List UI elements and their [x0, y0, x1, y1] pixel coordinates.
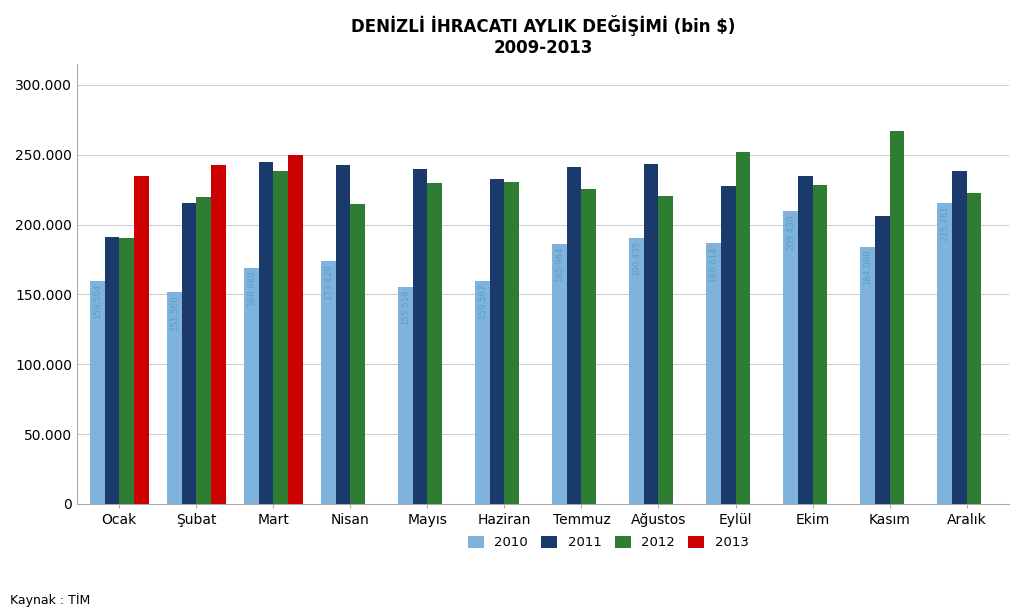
Bar: [721, 185, 735, 504]
Title: DENİZLİ İHRACATI AYLIK DEĞİŞİMİ (bin $)
2009-2013: DENİZLİ İHRACATI AYLIK DEĞİŞİMİ (bin $) …: [351, 15, 735, 57]
Bar: [90, 281, 104, 504]
Text: 241.239: 241.239: [569, 170, 579, 205]
Bar: [413, 169, 427, 504]
Text: 173.820: 173.820: [324, 264, 333, 300]
Bar: [398, 287, 413, 504]
Bar: [322, 261, 336, 504]
Bar: [104, 237, 119, 504]
Bar: [181, 203, 197, 504]
Bar: [119, 238, 134, 504]
Text: 238.340: 238.340: [954, 174, 964, 209]
Text: 190.435: 190.435: [632, 241, 641, 276]
Text: 186.614: 186.614: [709, 246, 718, 282]
Bar: [658, 196, 673, 504]
Text: 238.313: 238.313: [276, 174, 285, 209]
Text: 214.767: 214.767: [353, 207, 362, 242]
Text: 209.430: 209.430: [786, 214, 795, 249]
Text: 266.648: 266.648: [892, 134, 901, 170]
Text: 232.796: 232.796: [493, 182, 502, 217]
Text: 159.504: 159.504: [93, 284, 101, 320]
Bar: [244, 268, 259, 504]
Bar: [735, 152, 751, 504]
Bar: [475, 281, 489, 504]
Bar: [489, 179, 505, 504]
Text: 206.398: 206.398: [878, 218, 887, 254]
Text: 184.080: 184.080: [863, 249, 872, 285]
Bar: [134, 176, 148, 504]
Bar: [211, 165, 225, 504]
Bar: [813, 185, 827, 504]
Bar: [952, 171, 967, 504]
Bar: [937, 203, 952, 504]
Bar: [167, 292, 181, 504]
Text: 159.567: 159.567: [478, 284, 487, 319]
Text: 242.686: 242.686: [214, 168, 223, 203]
Bar: [552, 244, 567, 504]
Bar: [273, 171, 288, 504]
Bar: [288, 154, 302, 504]
Text: 220.739: 220.739: [662, 198, 671, 234]
Bar: [798, 176, 813, 504]
Text: 222.920: 222.920: [970, 195, 979, 231]
Text: 215.620: 215.620: [184, 206, 194, 241]
Text: 155.519: 155.519: [401, 290, 410, 325]
Text: 185.964: 185.964: [555, 247, 564, 282]
Text: 227.838: 227.838: [724, 188, 733, 224]
Bar: [890, 131, 904, 504]
Bar: [427, 184, 442, 504]
Text: 250.110: 250.110: [291, 157, 300, 193]
Text: 244.424: 244.424: [261, 165, 270, 201]
Text: 234.500: 234.500: [136, 179, 145, 215]
Bar: [505, 182, 519, 504]
Text: Kaynak : TİM: Kaynak : TİM: [10, 593, 90, 607]
Bar: [567, 167, 582, 504]
Bar: [336, 165, 350, 504]
Text: 215.781: 215.781: [940, 206, 949, 241]
Bar: [197, 197, 211, 504]
Legend: 2010, 2011, 2012, 2013: 2010, 2011, 2012, 2013: [463, 531, 754, 554]
Text: 190.848: 190.848: [108, 240, 117, 276]
Bar: [707, 243, 721, 504]
Bar: [259, 162, 273, 504]
Bar: [644, 164, 658, 504]
Bar: [967, 193, 981, 504]
Bar: [350, 204, 365, 504]
Text: 219.544: 219.544: [199, 200, 208, 235]
Bar: [629, 238, 644, 504]
Text: 239.677: 239.677: [416, 172, 425, 207]
Bar: [783, 212, 798, 504]
Bar: [860, 247, 874, 504]
Text: 243.285: 243.285: [647, 167, 655, 203]
Text: 151.560: 151.560: [170, 295, 179, 331]
Text: 230.686: 230.686: [507, 184, 516, 220]
Text: 190.434: 190.434: [122, 241, 131, 276]
Bar: [874, 215, 890, 504]
Text: 235.018: 235.018: [801, 179, 810, 214]
Text: 228.416: 228.416: [815, 188, 824, 223]
Text: 229.453: 229.453: [430, 186, 439, 221]
Text: 242.767: 242.767: [339, 168, 347, 203]
Text: 225.409: 225.409: [585, 192, 593, 228]
Bar: [582, 189, 596, 504]
Text: 168.940: 168.940: [247, 271, 256, 306]
Text: 251.778: 251.778: [738, 155, 748, 191]
